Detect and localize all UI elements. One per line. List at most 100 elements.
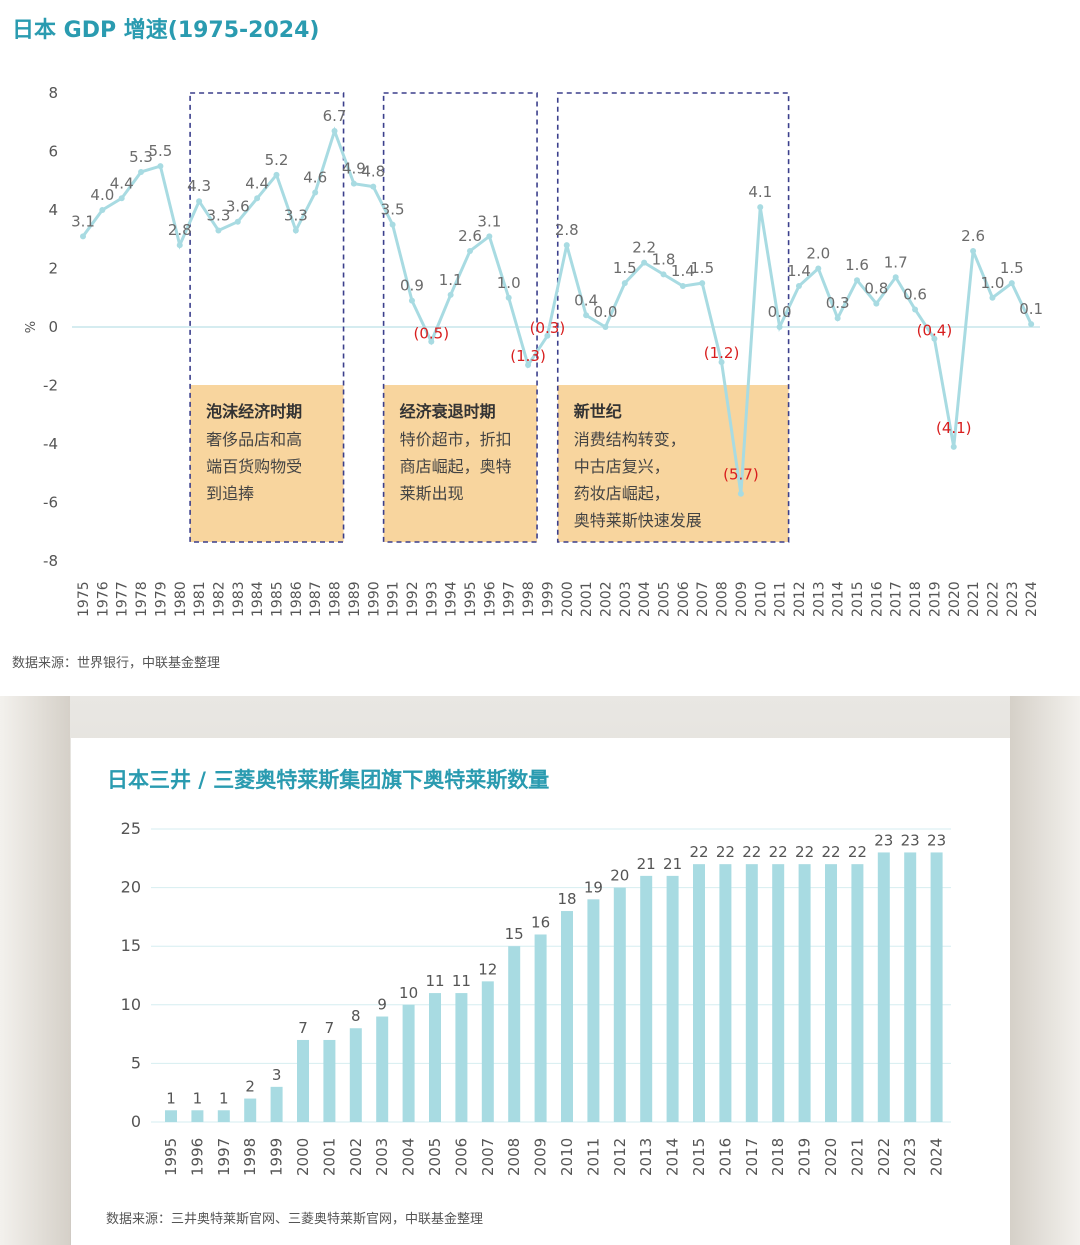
x-tick-label: 1982 — [211, 581, 227, 617]
outlet-bar — [376, 1016, 389, 1122]
outlet-bar — [930, 852, 943, 1122]
bar-value-label: 22 — [795, 843, 814, 861]
bar-value-label: 23 — [927, 831, 946, 849]
x-tick-label: 1992 — [405, 581, 421, 617]
gdp-data-label: 4.4 — [110, 174, 134, 192]
gdp-point — [447, 291, 454, 298]
era-box-text: 商店崛起，奥特 — [400, 457, 512, 476]
gdp-point — [795, 283, 802, 290]
gdp-data-label: 1.0 — [497, 274, 521, 292]
x-tick-label: 2015 — [850, 581, 866, 617]
outlet-bar — [455, 993, 468, 1122]
gdp-data-label: (0.5) — [414, 325, 450, 343]
era-box-fill — [190, 385, 344, 542]
bar-value-label: 23 — [874, 831, 893, 849]
gdp-chart-panel: 日本 GDP 增速(1975-2024) 8 6 4 2 0 -2 -4 -6 -8% 泡沫经济时… — [12, 18, 1044, 671]
outlet-bar — [561, 911, 573, 1122]
x-tick-label: 2023 — [1005, 581, 1021, 617]
y-tick-label: 15 — [121, 936, 141, 955]
outlet-bar — [429, 993, 441, 1122]
x-tick-label: 1993 — [424, 581, 440, 617]
outlet-bar — [481, 981, 494, 1122]
bar-value-label: 1 — [219, 1089, 229, 1107]
gdp-data-label: 4.0 — [90, 186, 114, 204]
outlet-bar — [851, 864, 864, 1122]
era-box-border — [382, 92, 538, 543]
gdp-point — [312, 189, 319, 196]
x-tick-label: 1997 — [215, 1138, 233, 1176]
bar-value-label: 11 — [425, 972, 444, 990]
gdp-point — [525, 362, 532, 369]
x-tick-label: 2000 — [560, 581, 576, 617]
era-box-text: 消费结构转变， — [574, 430, 686, 449]
x-tick-label: 1986 — [289, 581, 305, 617]
outlet-bar — [825, 864, 837, 1122]
x-tick-label: 2013 — [637, 1138, 655, 1176]
gdp-data-label: 3.3 — [207, 206, 231, 224]
x-tick-label: 2020 — [822, 1138, 840, 1176]
x-tick-label: 1975 — [76, 581, 92, 617]
era-box-text: 特价超市，折扣 — [400, 430, 512, 449]
gdp-point — [292, 227, 299, 234]
x-tick-label: 2015 — [690, 1138, 708, 1176]
bar-value-label: 10 — [399, 984, 418, 1002]
y-tick-label: 25 — [121, 819, 141, 838]
x-tick-label: 2021 — [966, 581, 982, 617]
x-tick-label: 1976 — [95, 581, 111, 617]
x-tick-label: 2019 — [796, 1138, 814, 1176]
gdp-point — [931, 335, 938, 342]
gdp-point — [660, 271, 667, 278]
bar-value-label: 22 — [716, 843, 735, 861]
gdp-point — [118, 195, 125, 202]
gdp-point — [912, 306, 919, 313]
y-tick-label: 6 — [48, 143, 58, 161]
outlet-bar-chart: 2520151050119951199611997219983199972000… — [121, 819, 951, 1176]
gdp-point — [428, 338, 435, 345]
gdp-point — [718, 359, 725, 366]
outlet-bar — [270, 1086, 283, 1122]
bar-value-label: 8 — [351, 1007, 361, 1025]
gdp-data-label: 4.3 — [187, 177, 211, 195]
gdp-point — [273, 171, 280, 178]
gdp-point — [602, 324, 609, 330]
outlet-bar — [798, 864, 811, 1122]
gdp-data-label: 4.1 — [748, 183, 772, 201]
gdp-data-label: (0.3) — [530, 319, 566, 337]
gdp-point — [467, 247, 473, 254]
outlet-bar — [349, 1028, 362, 1122]
bar-value-label: 21 — [663, 855, 682, 873]
x-tick-label: 2012 — [792, 581, 808, 617]
gdp-point — [408, 297, 415, 304]
x-tick-label: 2018 — [908, 581, 924, 617]
bar-value-label: 7 — [298, 1019, 308, 1037]
gdp-data-label: 3.5 — [381, 201, 405, 219]
gdp-point — [99, 207, 106, 213]
gdp-data-label: 1.1 — [439, 271, 463, 289]
x-tick-label: 2008 — [715, 581, 731, 617]
gdp-point — [757, 204, 764, 211]
gdp-data-label: 0.6 — [903, 285, 927, 303]
era-box-title: 经济衰退时期 — [400, 402, 496, 421]
y-tick-label: -6 — [43, 494, 58, 512]
x-tick-label: 2017 — [743, 1138, 761, 1176]
gdp-data-label: 5.5 — [148, 142, 172, 160]
y-tick-label: 5 — [131, 1053, 141, 1072]
bar-value-label: 20 — [610, 867, 629, 885]
bar-value-label: 3 — [272, 1066, 282, 1084]
outlet-bar — [666, 875, 679, 1122]
outlet-bar — [534, 934, 547, 1122]
gdp-point — [679, 283, 686, 290]
gdp-point — [970, 247, 977, 254]
x-tick-label: 2017 — [889, 581, 905, 617]
x-tick-label: 1978 — [134, 581, 150, 617]
gdp-point — [1008, 280, 1015, 287]
gdp-data-label: 3.1 — [477, 212, 501, 230]
outlet-bar — [508, 946, 521, 1122]
era-box-text: 药妆店崛起， — [574, 484, 670, 503]
bar-value-label: 22 — [742, 843, 761, 861]
bar-value-label: 21 — [637, 855, 656, 873]
x-tick-label: 2005 — [426, 1138, 444, 1176]
y-tick-label: 2 — [48, 260, 58, 278]
gdp-point — [563, 242, 570, 249]
